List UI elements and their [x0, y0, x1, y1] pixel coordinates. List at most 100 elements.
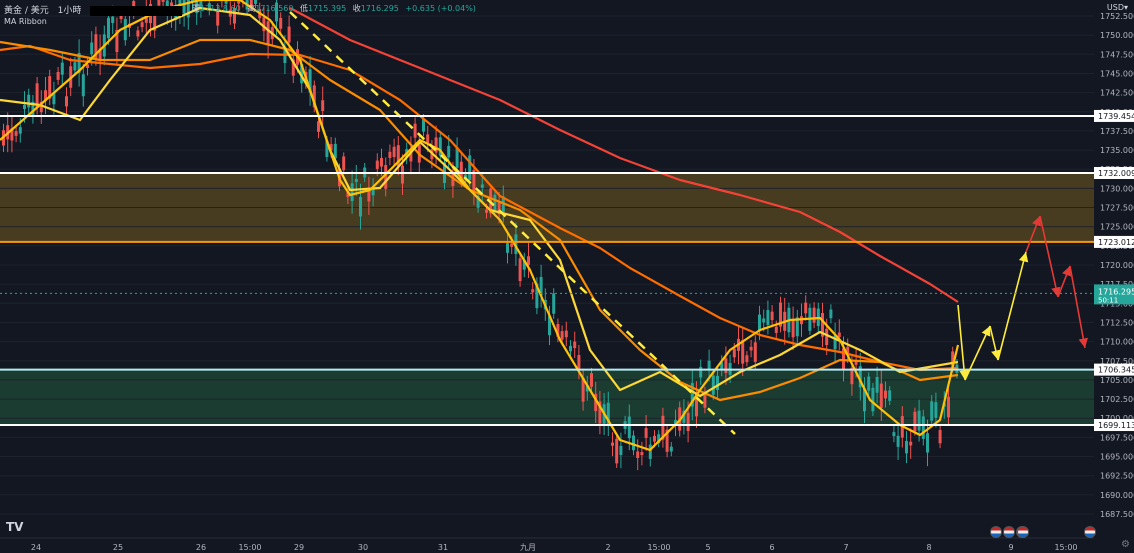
candle-body — [569, 345, 572, 352]
ma-line-0 — [289, 7, 959, 303]
price-tick-label: 1692.500 — [1100, 472, 1134, 481]
candle-body — [18, 127, 22, 134]
level-price-tag — [1094, 109, 1134, 122]
candle-body — [720, 362, 724, 370]
candle-body — [359, 196, 362, 217]
candle-body — [632, 435, 635, 451]
candle-body — [249, 0, 253, 7]
candle-body — [795, 317, 799, 337]
candle-body — [493, 194, 497, 211]
candle-body — [753, 342, 757, 362]
indicator-label[interactable]: MA Ribbon — [4, 17, 47, 26]
candle-body — [506, 243, 509, 253]
candle-body — [661, 415, 665, 440]
redacted-box — [90, 5, 183, 16]
candle-body — [665, 429, 669, 452]
price-tick-label: 1742.500 — [1100, 89, 1134, 98]
candle-body — [375, 160, 379, 169]
candle-body — [926, 433, 929, 453]
level-price-label: 1739.454 — [1098, 112, 1134, 121]
ohlc-open: 1713.8 60 — [200, 4, 241, 13]
candle-body — [86, 64, 89, 68]
ma-line-3 — [0, 6, 959, 398]
candle-body — [123, 18, 127, 41]
candle-body — [606, 402, 610, 425]
symbol-name[interactable]: 黃金 / 美元 — [4, 6, 49, 16]
ohlc-change: +0.635 (+0.04%) — [405, 4, 476, 13]
candle-body — [779, 302, 782, 327]
candle-body — [921, 416, 925, 439]
interval-label[interactable]: 1小時 — [57, 6, 82, 16]
candle-body — [514, 234, 518, 255]
candle-body — [485, 209, 488, 213]
candle-body — [119, 15, 123, 20]
candle-body — [674, 419, 677, 426]
candle-body — [699, 366, 703, 378]
us-flag-icon — [1003, 526, 1015, 538]
candle-body — [577, 354, 581, 370]
ohlc-close-label: 收 — [352, 4, 361, 13]
candle-body — [325, 140, 329, 158]
candle-body — [23, 104, 26, 109]
price-tick-label: 1737.500 — [1100, 127, 1134, 136]
time-tick-label: 8 — [926, 543, 931, 552]
currency-label[interactable]: USD▾ — [1106, 3, 1128, 12]
candle-body — [140, 22, 144, 28]
candle-body — [262, 17, 266, 32]
candle-body — [585, 385, 589, 392]
time-tick-label: 5 — [705, 543, 710, 552]
candle-body — [468, 155, 472, 181]
candle-body — [522, 260, 526, 270]
candle-body — [459, 161, 463, 179]
candle-body — [300, 63, 304, 84]
event-flag-icon[interactable] — [1017, 526, 1029, 538]
forecast-arrow — [1057, 265, 1072, 298]
candle-body — [308, 69, 312, 93]
candle-body — [905, 440, 908, 454]
candle-body — [14, 131, 18, 136]
candle-body — [321, 100, 325, 112]
currency-text: USD — [1106, 3, 1124, 12]
time-tick-label: 15:00 — [238, 543, 261, 552]
candle-body — [254, 0, 257, 4]
candle-body — [438, 137, 442, 156]
candle-body — [413, 123, 417, 138]
candle-body — [766, 310, 770, 325]
us-flag-icon — [990, 526, 1002, 538]
price-tick-label: 1690.000 — [1100, 491, 1134, 500]
candle-body — [598, 401, 602, 424]
price-tick-label: 1720.000 — [1100, 261, 1134, 270]
candle-body — [65, 96, 68, 107]
level-price-tag — [1094, 235, 1134, 248]
candle-body — [774, 326, 778, 333]
candle-body — [690, 383, 694, 407]
candle-body — [556, 324, 560, 337]
candle-body — [707, 360, 711, 371]
candle-body — [930, 401, 934, 421]
candle-body — [560, 331, 564, 340]
candle-body — [312, 85, 316, 108]
candle-body — [409, 148, 413, 162]
time-tick-label: 31 — [438, 543, 448, 552]
candle-body — [749, 346, 753, 351]
price-tick-label: 1752.500 — [1100, 12, 1134, 21]
candle-body — [590, 373, 593, 387]
candle-body — [60, 62, 64, 75]
candle-body — [854, 361, 858, 365]
ohlc-low: 1715.395 — [307, 4, 347, 13]
candle-body — [858, 366, 862, 388]
candle-body — [333, 143, 337, 159]
candle-body — [367, 190, 371, 202]
candle-body — [233, 8, 236, 24]
forecast-arrow — [1025, 215, 1041, 253]
candle-body — [745, 355, 749, 363]
settings-gear-icon[interactable]: ⚙ — [1121, 539, 1130, 550]
candle-body — [644, 428, 648, 438]
event-flag-icon[interactable] — [1084, 526, 1096, 538]
countdown-label: 50:11 — [1098, 296, 1118, 304]
candle-body — [951, 351, 955, 368]
time-tick-label: 9 — [1008, 543, 1013, 552]
candle-body — [539, 276, 543, 296]
candle-body — [317, 121, 320, 132]
